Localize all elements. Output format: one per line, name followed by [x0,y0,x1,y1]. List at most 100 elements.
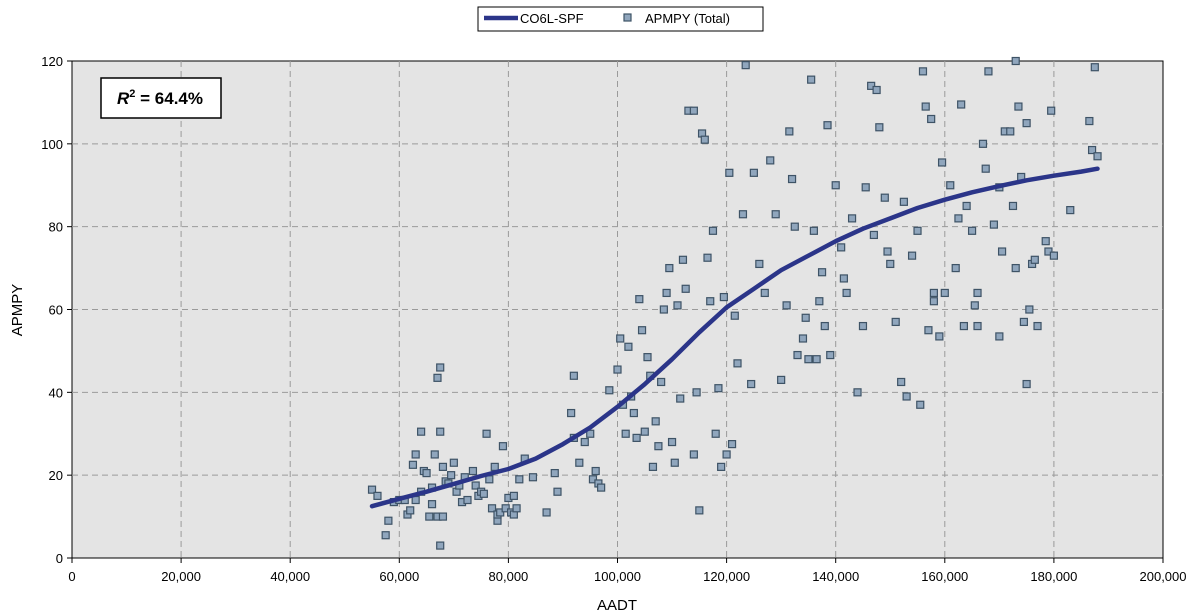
scatter-point [586,429,595,438]
y-tick-label: 100 [41,137,63,152]
scatter-point [373,491,382,500]
scatter-point [951,263,960,273]
scatter-point [1011,263,1020,273]
scatter-point [482,429,491,438]
r-squared-annotation: R2 = 64.4% [100,77,222,119]
x-tick-label: 140,000 [812,569,859,584]
scatter-point [411,450,420,459]
scatter-point [648,462,658,471]
scatter-point [790,222,799,231]
y-tick-label: 0 [56,551,63,566]
scatter-point [624,342,633,351]
scatter-point [605,386,614,395]
scatter-point [637,326,647,335]
scatter-point [970,301,979,310]
scatter-point [733,359,742,368]
scatter-point [1030,255,1039,264]
scatter-point [1066,206,1075,215]
scatter-point [717,462,726,471]
spf-curve-line [369,166,1100,509]
grid-lines [72,61,1163,558]
scatter-point [659,305,668,314]
x-tick-label: 60,000 [379,569,419,584]
scatter-point [959,321,968,331]
scatter-point [708,226,718,235]
scatter-point [449,458,458,467]
scatter-point [689,106,698,115]
x-tick-label: 100,000 [594,569,641,584]
legend-marker-swatch [623,13,632,22]
scatter-point [479,489,488,498]
scatter-point [695,506,704,515]
scatter-points [367,56,1102,550]
scatter-point [417,427,426,436]
scatter-point [801,313,810,322]
scatter-point [496,508,505,517]
scatter-point [967,226,977,235]
scatter-point [954,214,963,223]
scatter-point [921,102,930,111]
scatter-point [899,197,908,206]
scatter-point [632,433,641,442]
scatter-point [984,67,993,76]
scatter-point [1019,317,1028,327]
scatter-point [771,210,780,219]
scatter-point [613,365,622,374]
y-tick-label: 80 [49,220,63,235]
scatter-point [883,247,892,256]
scatter-point [937,158,947,167]
scatter-point [550,468,559,478]
scatter-point [588,475,598,484]
scatter-point [714,384,723,393]
scatter-point [880,193,889,202]
legend-label-apmpy: APMPY (Total) [645,11,730,26]
scatter-point [1014,102,1023,111]
scatter-point [591,466,600,476]
scatter-point [875,123,884,132]
scatter-point [981,164,990,173]
x-tick-label: 80,000 [489,569,529,584]
r-squared-value: = 64.4% [135,89,203,108]
x-tick-label: 20,000 [161,569,201,584]
scatter-point [575,458,584,467]
scatter-point [809,226,818,235]
scatter-point [897,377,906,387]
scatter-point [381,531,390,540]
scatter-point [738,210,748,219]
scatter-point [924,326,933,335]
y-axis-title: APMPY [9,284,26,337]
scatter-point [681,284,690,293]
scatter-point [1025,305,1034,314]
scatter-point [858,321,868,331]
x-axis-title: AADT [597,597,637,614]
scatter-point [973,288,982,298]
scatter-point [667,437,677,447]
scatter-point [411,495,420,505]
scatter-point [676,394,685,403]
scatter-point [367,485,377,494]
x-tick-label: 0 [68,569,75,584]
legend-box [477,6,764,32]
scatter-point [867,81,876,90]
scatter-point [1085,116,1094,126]
scatter-point [823,121,832,130]
scatter-point [498,442,508,451]
scatter-point [787,174,797,184]
scatter-point [995,332,1004,341]
scatter-point [1022,379,1031,389]
scatter-point [1087,145,1097,155]
scatter-point [665,263,674,273]
scatter-point [798,334,808,343]
scatter-point [989,220,998,229]
scatter-point [542,508,551,517]
scatter-point [700,135,709,144]
scatter-point [853,388,862,397]
scatter-point [673,301,682,310]
scatter-point [907,251,917,260]
scatter-point [777,375,786,385]
scatter-point [569,371,578,380]
scatter-point [1090,63,1099,72]
scatter-point [957,100,966,109]
scatter-point [616,334,625,343]
scatter-point [471,481,480,490]
